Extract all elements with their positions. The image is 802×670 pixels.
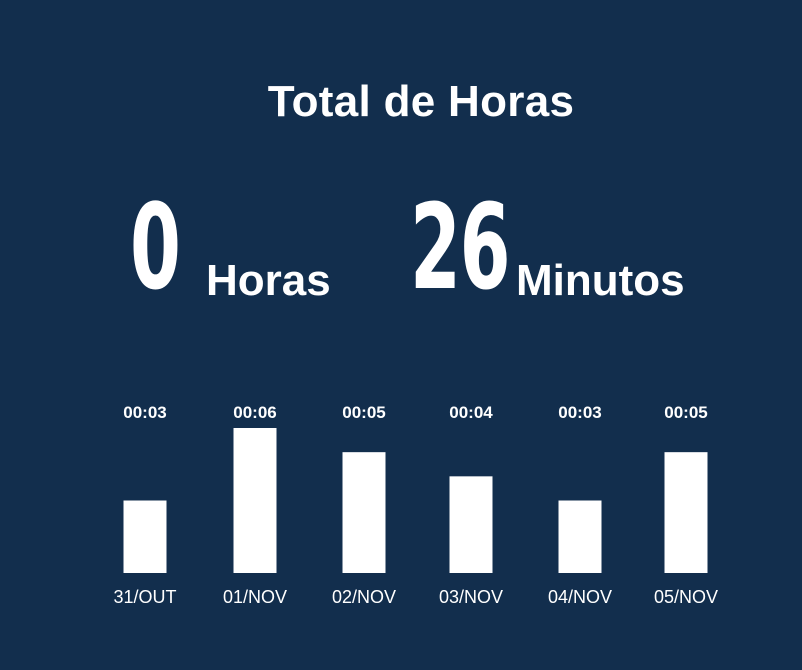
bar-05-nov xyxy=(664,452,708,573)
hours-unit-label: Horas xyxy=(206,256,331,305)
bar-04-nov xyxy=(558,500,602,573)
bar-value-label: 00:03 xyxy=(558,403,601,422)
category-label: 31/OUT xyxy=(113,587,176,607)
category-label: 01/NOV xyxy=(223,587,287,607)
category-label: 03/NOV xyxy=(439,587,503,607)
bar-31-out xyxy=(123,500,167,573)
minutes-unit-label: Minutos xyxy=(516,256,685,305)
bar-01-nov xyxy=(233,428,277,573)
bar-value-label: 00:04 xyxy=(449,403,493,422)
bar-value-label: 00:03 xyxy=(123,403,166,422)
category-label: 05/NOV xyxy=(654,587,718,607)
minutes-value: 26 xyxy=(410,178,511,316)
page-title: Total de Horas xyxy=(267,77,575,126)
bar-value-label: 00:06 xyxy=(233,403,276,422)
category-label: 02/NOV xyxy=(332,587,396,607)
bar-02-nov xyxy=(342,452,386,573)
category-label: 04/NOV xyxy=(548,587,612,607)
bar-03-nov xyxy=(449,476,493,573)
hours-value: 0 xyxy=(130,178,181,316)
bar-value-label: 00:05 xyxy=(664,403,707,422)
bar-value-label: 00:05 xyxy=(342,403,385,422)
